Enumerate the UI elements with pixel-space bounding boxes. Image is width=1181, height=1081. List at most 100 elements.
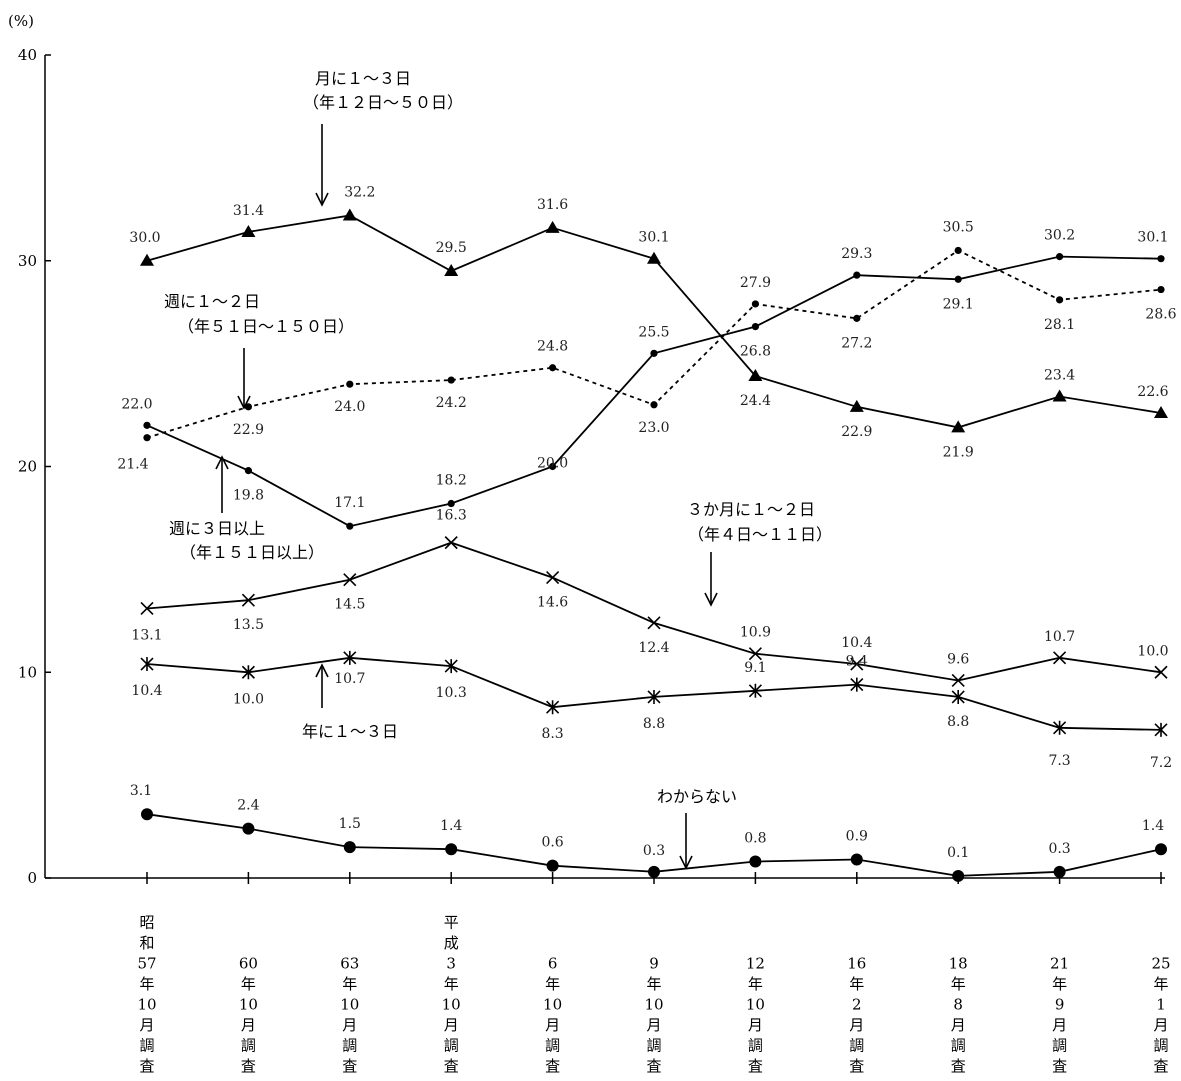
x-category-label-part: 年	[241, 975, 256, 993]
y-tick-label: 20	[18, 458, 37, 476]
x-category-label-part: 1	[1156, 996, 1166, 1014]
triangle-marker	[545, 220, 560, 233]
data-label: 0.6	[541, 835, 563, 851]
dot-marker	[549, 364, 557, 372]
data-label: 29.3	[841, 246, 872, 262]
data-label: 26.8	[740, 344, 771, 360]
data-label: 30.5	[943, 219, 974, 235]
data-label: 13.5	[233, 617, 264, 633]
data-label: 3.1	[130, 783, 152, 799]
dot-marker	[244, 403, 252, 411]
x-marker	[951, 673, 965, 688]
x-category-label-part: 10	[644, 996, 663, 1014]
x-category-label-part: 調	[241, 1037, 256, 1055]
data-label: 31.6	[537, 197, 568, 213]
data-label: 21.9	[943, 444, 974, 460]
data-label: 27.9	[740, 275, 771, 291]
x-category-label-part: 10	[746, 996, 765, 1014]
dot-marker	[445, 843, 458, 856]
x-category-label: 21 年 9 月調査	[1050, 955, 1069, 1076]
data-label: 0.3	[1048, 841, 1070, 857]
x-category-label: 25 年 1 月調査	[1151, 955, 1170, 1076]
x-category-label-part: 3	[446, 955, 456, 973]
x-category-label-part: 18	[949, 955, 968, 973]
x-category-label-part: 年	[646, 975, 661, 993]
y-tick-label: 40	[18, 46, 37, 64]
x-marker	[647, 616, 661, 630]
series-line	[146, 541, 1162, 682]
x-category-label-part: 10	[239, 996, 258, 1014]
annotation-arrow	[237, 348, 251, 410]
x-category-label: 昭和 57 年 10 月調査	[137, 914, 156, 1076]
asterisk-marker	[951, 689, 965, 704]
data-label: 10.3	[436, 685, 467, 701]
x-category-label-part: 調	[748, 1037, 763, 1055]
data-label: 30.2	[1044, 228, 1075, 244]
triangle-marker	[647, 251, 661, 264]
x-category-label-part: 年	[1052, 975, 1067, 993]
series-line	[146, 255, 1162, 528]
x-category-label-part: 年	[1153, 975, 1168, 993]
series-name-annotation: 年に１～３日	[302, 722, 398, 741]
data-label: 10.4	[841, 635, 872, 651]
x-marker	[444, 536, 458, 550]
y-axis-unit: (%)	[8, 12, 34, 30]
series-name-annotation: 週に３日以上	[169, 519, 265, 538]
data-label: 1.4	[440, 818, 462, 834]
x-category-label-part: 査	[545, 1057, 560, 1075]
x-category-label-part: 月	[1052, 1016, 1067, 1034]
data-label: 22.9	[233, 422, 264, 438]
data-label: 18.2	[436, 473, 467, 489]
asterisk-marker	[444, 659, 458, 674]
data-label: 10.4	[131, 683, 162, 699]
x-category-label-part: 調	[139, 1037, 154, 1055]
arrow-head	[215, 455, 229, 470]
x-category-label-part: 平	[444, 914, 459, 932]
x-category-label-part: 9	[649, 955, 659, 973]
x-category-label-part: 査	[139, 1057, 154, 1075]
data-label: 0.9	[846, 828, 868, 844]
x-category-label: 63 年 10 月調査	[340, 955, 359, 1076]
data-label: 0.1	[947, 845, 969, 861]
dot-marker	[850, 853, 863, 866]
data-label: 8.8	[947, 714, 969, 730]
asterisk-marker	[546, 700, 560, 715]
asterisk-marker	[241, 665, 255, 680]
x-category-label: 平成 3 年 10 月調査	[442, 914, 461, 1076]
data-label: 2.4	[237, 798, 259, 814]
x-category-label: 9 年 10 月調査	[644, 955, 663, 1076]
x-category-label-part: 昭	[139, 914, 154, 932]
x-category-label-part: 査	[1153, 1057, 1168, 1075]
arrow-head	[679, 855, 693, 870]
x-category-label: 6 年 10 月調査	[543, 955, 562, 1076]
x-category-label-part: 査	[748, 1057, 763, 1075]
x-marker	[1053, 651, 1067, 665]
dot-marker	[749, 855, 762, 868]
x-category-label-part: 年	[849, 975, 864, 993]
data-label: 24.0	[334, 399, 365, 415]
dot-marker	[954, 246, 962, 255]
arrow-head	[315, 192, 329, 207]
dot-marker	[853, 271, 861, 279]
x-category-label: 60 年 10 月調査	[239, 955, 258, 1076]
x-marker	[850, 657, 864, 671]
data-label: 13.1	[131, 627, 162, 643]
data-label: 7.2	[1150, 755, 1172, 771]
axes: 0 10 20 30 40	[18, 46, 1165, 887]
x-category-label-part: 10	[340, 996, 359, 1014]
triangle-marker	[1052, 389, 1067, 402]
data-label: 22.9	[841, 424, 872, 440]
dot-marker	[242, 822, 255, 835]
x-category-label-part: 10	[543, 996, 562, 1014]
dot-marker	[650, 401, 658, 409]
data-label: 30.0	[129, 230, 160, 246]
x-category-label-part: 年	[748, 975, 763, 993]
asterisk-marker	[1154, 722, 1168, 737]
dot-marker	[346, 522, 354, 530]
data-label: 25.5	[638, 324, 669, 340]
dot-marker	[141, 808, 153, 821]
x-category-label-part: 月	[241, 1016, 256, 1034]
data-label: 12.4	[638, 640, 669, 656]
triangle-marker	[1154, 406, 1168, 419]
data-label: 1.4	[1142, 818, 1164, 834]
